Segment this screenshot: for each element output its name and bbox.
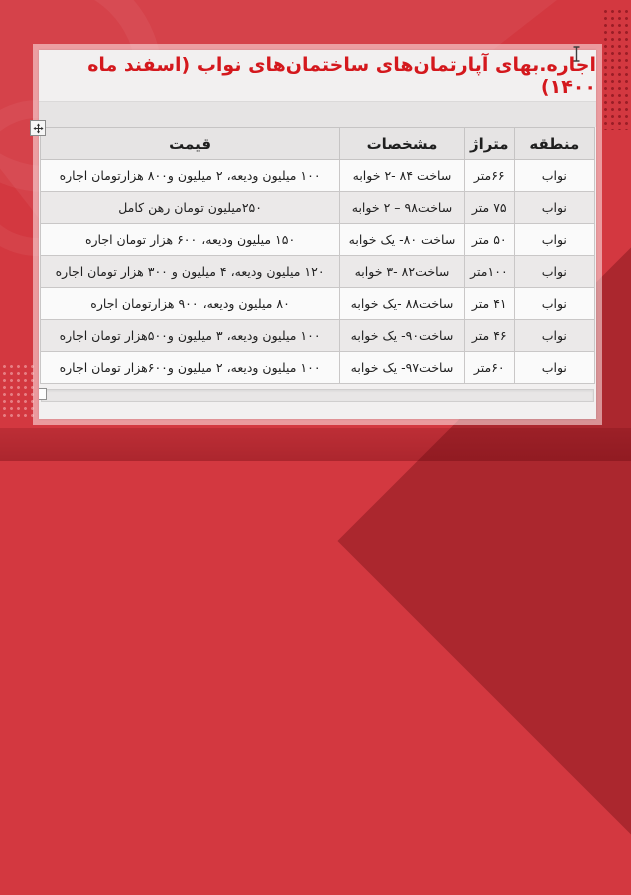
cell-region: نواب: [513, 223, 596, 256]
cell-specs: ساخت۹۸ – ۲ خوابه: [339, 191, 465, 224]
cell-price: ۱۰۰ میلیون ودیعه، ۲ میلیون و۶۰۰هزار توما…: [39, 351, 341, 384]
table-header-row: منطقه متراژ مشخصات قیمت: [39, 127, 596, 160]
cell-price: ۱۰۰ میلیون ودیعه، ۲ میلیون و۸۰۰ هزارتوما…: [39, 159, 341, 192]
table-row: نواب ۷۵ متر ساخت۹۸ – ۲ خوابه ۲۵۰میلیون ت…: [39, 191, 596, 224]
cell-price: ۱۲۰ میلیون ودیعه، ۴ میلیون و ۳۰۰ هزار تو…: [39, 255, 341, 288]
table-row: نواب ۶۶متر ساخت ۸۴ -۲ خوابه ۱۰۰ میلیون و…: [39, 159, 596, 192]
dot-grid-top-right: [602, 8, 629, 130]
header-price: قیمت: [39, 127, 341, 160]
title-bar: اجاره.بهای آپارتمان‌های ساختمان‌های نواب…: [39, 50, 596, 101]
horizontal-scrollbar[interactable]: [39, 388, 594, 402]
cell-area: ۶۶متر: [463, 159, 515, 192]
cell-specs: ساخت۸۲ -۳ خوابه: [339, 255, 465, 288]
bottom-dark-band: [0, 428, 631, 461]
table-row: نواب ۶۰متر ساخت۹۷- یک خوابه ۱۰۰ میلیون و…: [39, 351, 596, 384]
cell-specs: ساخت۹۷- یک خوابه: [339, 351, 465, 384]
cell-specs: ساخت ۸۴ -۲ خوابه: [339, 159, 465, 192]
cell-price: ۲۵۰میلیون تومان رهن کامل: [39, 191, 341, 224]
cell-region: نواب: [513, 287, 596, 320]
cell-area: ۱۰۰متر: [463, 255, 515, 288]
cell-specs: ساخت۸۸ -یک خوابه: [339, 287, 465, 320]
page-title: اجاره.بهای آپارتمان‌های ساختمان‌های نواب…: [87, 53, 596, 98]
spacer-band: [39, 101, 596, 127]
table-card: اجاره.بهای آپارتمان‌های ساختمان‌های نواب…: [39, 50, 596, 419]
header-region: منطقه: [513, 127, 596, 160]
cell-specs: ساخت۹۰- یک خوابه: [339, 319, 465, 352]
table-row: نواب ۴۶ متر ساخت۹۰- یک خوابه ۱۰۰ میلیون …: [39, 319, 596, 352]
cell-area: ۵۰ متر: [463, 223, 515, 256]
cell-area: ۴۶ متر: [463, 319, 515, 352]
table-card-frame: اجاره.بهای آپارتمان‌های ساختمان‌های نواب…: [33, 44, 602, 425]
cell-region: نواب: [513, 159, 596, 192]
move-cross-icon: [32, 122, 44, 134]
cell-region: نواب: [513, 319, 596, 352]
i-beam-cursor-icon: [572, 46, 581, 66]
table-row: نواب ۱۰۰متر ساخت۸۲ -۳ خوابه ۱۲۰ میلیون و…: [39, 255, 596, 288]
cell-area: ۴۱ متر: [463, 287, 515, 320]
move-handle[interactable]: [30, 120, 46, 136]
cell-region: نواب: [513, 191, 596, 224]
cell-price: ۱۵۰ میلیون ودیعه، ۶۰۰ هزار تومان اجاره: [39, 223, 341, 256]
rental-table: منطقه متراژ مشخصات قیمت نواب ۶۶متر ساخت …: [39, 127, 596, 384]
cell-area: ۶۰متر: [463, 351, 515, 384]
cell-specs: ساخت ۸۰- یک خوابه: [339, 223, 465, 256]
header-specs: مشخصات: [339, 127, 465, 160]
header-area: متراژ: [463, 127, 515, 160]
table-row: نواب ۴۱ متر ساخت۸۸ -یک خوابه ۸۰ میلیون و…: [39, 287, 596, 320]
cell-price: ۸۰ میلیون ودیعه، ۹۰۰ هزارتومان اجاره: [39, 287, 341, 320]
cell-price: ۱۰۰ میلیون ودیعه، ۳ میلیون و۵۰۰هزار توما…: [39, 319, 341, 352]
table-row: نواب ۵۰ متر ساخت ۸۰- یک خوابه ۱۵۰ میلیون…: [39, 223, 596, 256]
cell-region: نواب: [513, 255, 596, 288]
cell-region: نواب: [513, 351, 596, 384]
resize-grip[interactable]: [39, 388, 47, 400]
cell-area: ۷۵ متر: [463, 191, 515, 224]
